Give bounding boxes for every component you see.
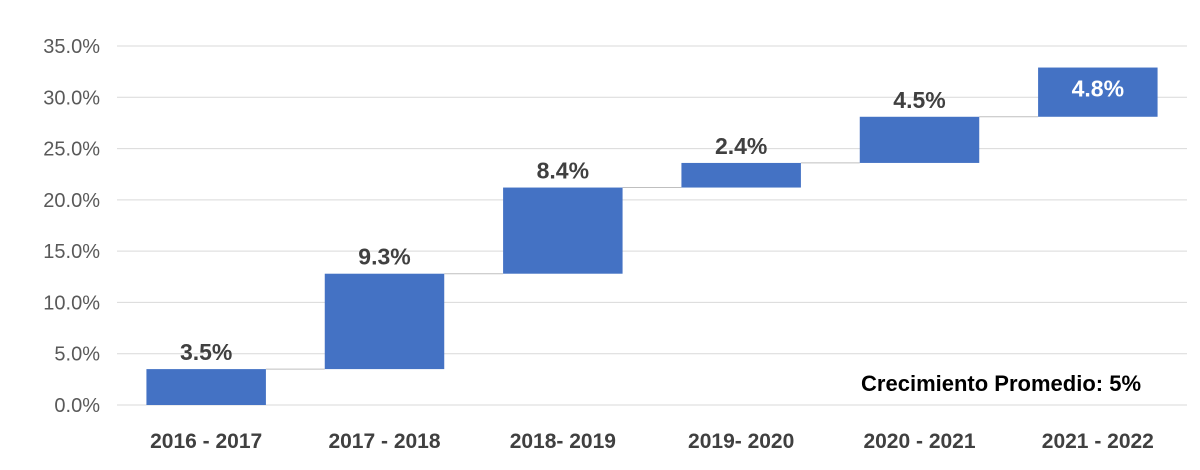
bars bbox=[146, 67, 1158, 405]
y-tick-label: 30.0% bbox=[43, 87, 100, 109]
x-category-label: 2020 - 2021 bbox=[863, 430, 975, 453]
y-tick-label: 35.0% bbox=[43, 36, 100, 58]
bar bbox=[324, 273, 445, 370]
average-growth-annotation: Crecimiento Promedio: 5% bbox=[861, 371, 1141, 396]
data-label: 2.4% bbox=[715, 133, 767, 159]
bar bbox=[146, 369, 266, 405]
data-label: 4.5% bbox=[893, 87, 945, 113]
data-label: 4.8% bbox=[1072, 76, 1124, 102]
data-label: 3.5% bbox=[180, 339, 232, 365]
bar bbox=[1038, 67, 1158, 117]
x-category-label: 2019- 2020 bbox=[688, 430, 794, 453]
y-tick-label: 5.0% bbox=[54, 344, 100, 366]
x-category-label: 2016 - 2017 bbox=[150, 430, 262, 453]
y-tick-label: 10.0% bbox=[43, 292, 100, 314]
data-labels: 3.5% 9.3% 8.4% 2.4% 4.5% 4.8% bbox=[180, 76, 1124, 366]
x-category-label: 2017 - 2018 bbox=[328, 430, 440, 453]
bar bbox=[859, 116, 980, 163]
x-category-label: 2021 - 2022 bbox=[1042, 430, 1154, 453]
y-axis-tick-labels: 0.0% 5.0% 10.0% 15.0% 20.0% 25.0% 30.0% 35.0% bbox=[43, 36, 100, 417]
y-tick-label: 20.0% bbox=[43, 190, 100, 212]
gridlines bbox=[117, 45, 1187, 406]
y-tick-label: 15.0% bbox=[43, 241, 100, 263]
bar bbox=[503, 187, 623, 274]
y-tick-label: 0.0% bbox=[54, 395, 100, 417]
data-label: 9.3% bbox=[358, 244, 410, 270]
connector-lines bbox=[265, 116, 1039, 370]
bar bbox=[681, 162, 801, 188]
y-tick-label: 25.0% bbox=[43, 139, 100, 161]
x-category-label: 2018- 2019 bbox=[510, 430, 616, 453]
x-axis-category-labels: 2016 - 2017 2017 - 2018 2018- 2019 2019- 20… bbox=[150, 430, 1154, 453]
data-label: 8.4% bbox=[537, 158, 589, 184]
